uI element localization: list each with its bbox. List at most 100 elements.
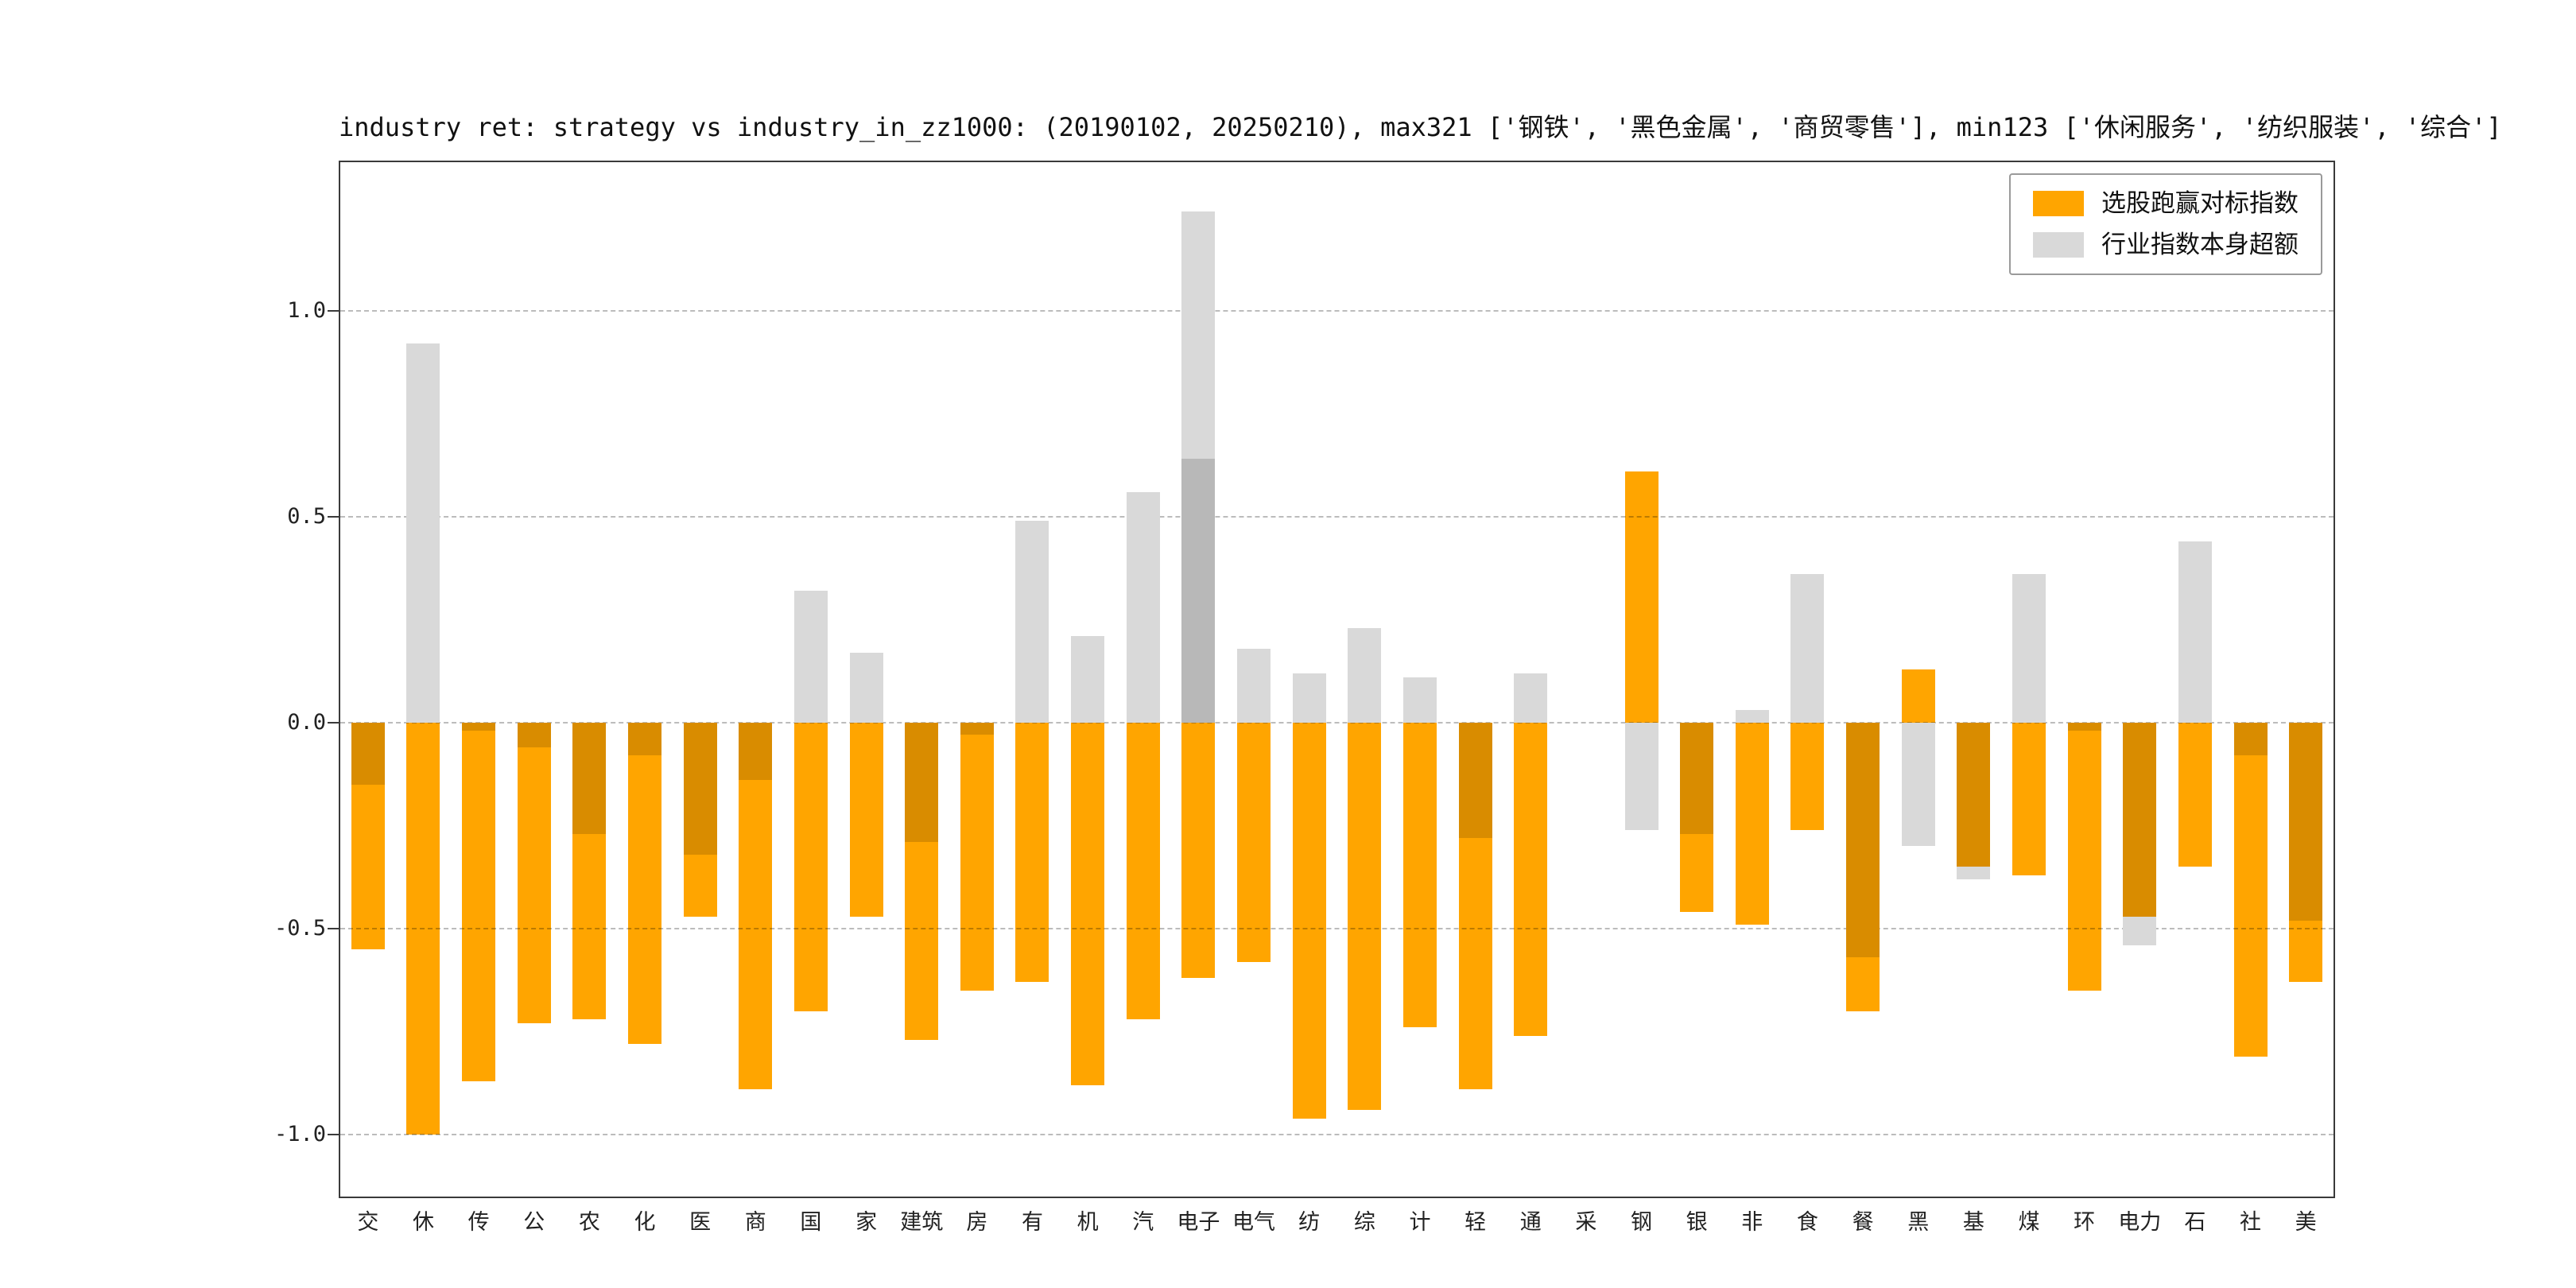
bar-strategy-电气 [1237,722,1271,962]
bar-strategy-黑 [1901,669,1935,723]
legend-label-industry: 行业指数本身超额 [2101,231,2299,259]
bar-industry-黑 [1901,722,1935,847]
legend-swatch-orange [2033,191,2084,216]
x-tick-label-非: 非 [1741,1210,1763,1235]
bar-strategy-农 [572,722,607,1020]
bar-strategy-煤 [2012,722,2046,875]
y-tick-label: -0.5 [274,916,326,941]
x-tick-label-电力: 电力 [2118,1210,2162,1235]
x-tick-label-交: 交 [357,1210,379,1235]
bar-industry-食 [1790,574,1825,723]
x-tick-label-电子: 电子 [1177,1210,1220,1235]
bar-strategy-石 [2178,722,2212,867]
x-tick-label-医: 医 [689,1210,712,1235]
bar-strategy-电力 [2123,722,2157,917]
bar-strategy-化 [628,722,661,1045]
bar-strategy-有 [1015,722,1049,983]
y-tickmark [328,515,339,518]
legend-item-industry: 行业指数本身超额 [2033,231,2299,259]
x-tick-label-环: 环 [2074,1210,2096,1235]
bar-strategy-轻 [1458,722,1492,1090]
x-tick-label-基: 基 [1962,1210,1984,1235]
x-tick-label-休: 休 [412,1210,434,1235]
gridline--1.0 [340,1134,2334,1136]
legend-item-strategy: 选股跑赢对标指数 [2033,189,2299,218]
bar-industry-计 [1402,677,1437,723]
bar-industry-煤 [2012,574,2046,723]
x-tick-label-银: 银 [1686,1210,1708,1235]
bar-industry-电气 [1237,648,1271,723]
x-tick-label-黑: 黑 [1907,1210,1930,1235]
bar-strategy-通 [1514,722,1548,1036]
x-tick-label-餐: 餐 [1852,1210,1874,1235]
bar-strategy-公 [517,722,551,1024]
x-tick-label-建筑: 建筑 [900,1210,944,1235]
bar-overlap-电子 [1181,459,1216,723]
bar-strategy-电子 [1181,722,1216,979]
x-tick-label-公: 公 [523,1210,545,1235]
bar-strategy-汽 [1126,722,1160,1020]
bar-strategy-商 [739,722,773,1090]
bar-strategy-机 [1071,722,1105,1086]
x-tick-label-钢: 钢 [1631,1210,1652,1235]
x-tick-label-有: 有 [1021,1210,1043,1235]
bar-industry-国 [793,591,828,723]
bar-industry-纺 [1292,673,1326,723]
x-tick-label-电气: 电气 [1232,1210,1276,1235]
bar-industry-钢 [1624,722,1658,830]
bar-industry-通 [1514,673,1548,723]
x-tick-label-商: 商 [744,1210,766,1235]
legend: 选股跑赢对标指数 行业指数本身超额 [2009,173,2322,275]
bar-strategy-传 [462,722,496,1081]
bar-industry-综 [1348,627,1382,723]
bar-strategy-医 [683,722,717,917]
x-tick-label-汽: 汽 [1132,1210,1154,1235]
bar-strategy-基 [1957,722,1991,867]
bar-strategy-食 [1790,722,1825,830]
x-tick-label-综: 综 [1353,1210,1375,1235]
y-tick-label: 0.5 [287,503,326,529]
bar-strategy-休 [406,722,440,1135]
bar-industry-家 [849,652,883,723]
x-tick-label-房: 房 [966,1210,988,1235]
x-tick-label-机: 机 [1077,1210,1099,1235]
x-tick-label-石: 石 [2184,1210,2206,1235]
y-tickmark [328,928,339,930]
x-tick-label-国: 国 [800,1210,822,1235]
bar-strategy-交 [351,722,385,949]
bar-strategy-家 [849,722,883,917]
bar-industry-石 [2178,541,2212,723]
bar-strategy-美 [2289,722,2323,983]
x-tick-label-传: 传 [467,1210,490,1235]
legend-swatch-gray [2033,232,2084,258]
x-tick-label-煤: 煤 [2018,1210,2040,1235]
bar-strategy-国 [793,722,828,1011]
bar-strategy-计 [1402,722,1437,1028]
bar-strategy-综 [1348,722,1382,1111]
bar-strategy-社 [2233,722,2268,1057]
x-tick-label-采: 采 [1575,1210,1597,1235]
bar-strategy-环 [2067,722,2101,991]
x-tick-label-社: 社 [2240,1210,2262,1235]
bar-strategy-钢 [1624,471,1658,723]
bar-industry-休 [406,343,440,723]
y-tickmark [328,309,339,312]
bar-strategy-房 [960,722,994,991]
x-tick-label-农: 农 [578,1210,600,1235]
x-tick-label-家: 家 [855,1210,878,1235]
y-tickmark [328,721,339,724]
bar-industry-有 [1015,520,1049,723]
bar-strategy-银 [1680,722,1714,913]
y-tickmark [328,1134,339,1136]
bar-strategy-餐 [1846,722,1880,1011]
x-tick-label-轻: 轻 [1465,1210,1487,1235]
x-tick-label-纺: 纺 [1298,1210,1321,1235]
bar-strategy-纺 [1292,722,1326,1119]
x-tick-label-化: 化 [634,1210,656,1235]
x-tick-label-食: 食 [1796,1210,1818,1235]
gridline-1.0 [340,309,2334,312]
y-tick-label: -1.0 [274,1122,326,1147]
y-tick-label: 1.0 [287,297,326,323]
chart-title: industry ret: strategy vs industry_in_zz… [339,112,2502,142]
